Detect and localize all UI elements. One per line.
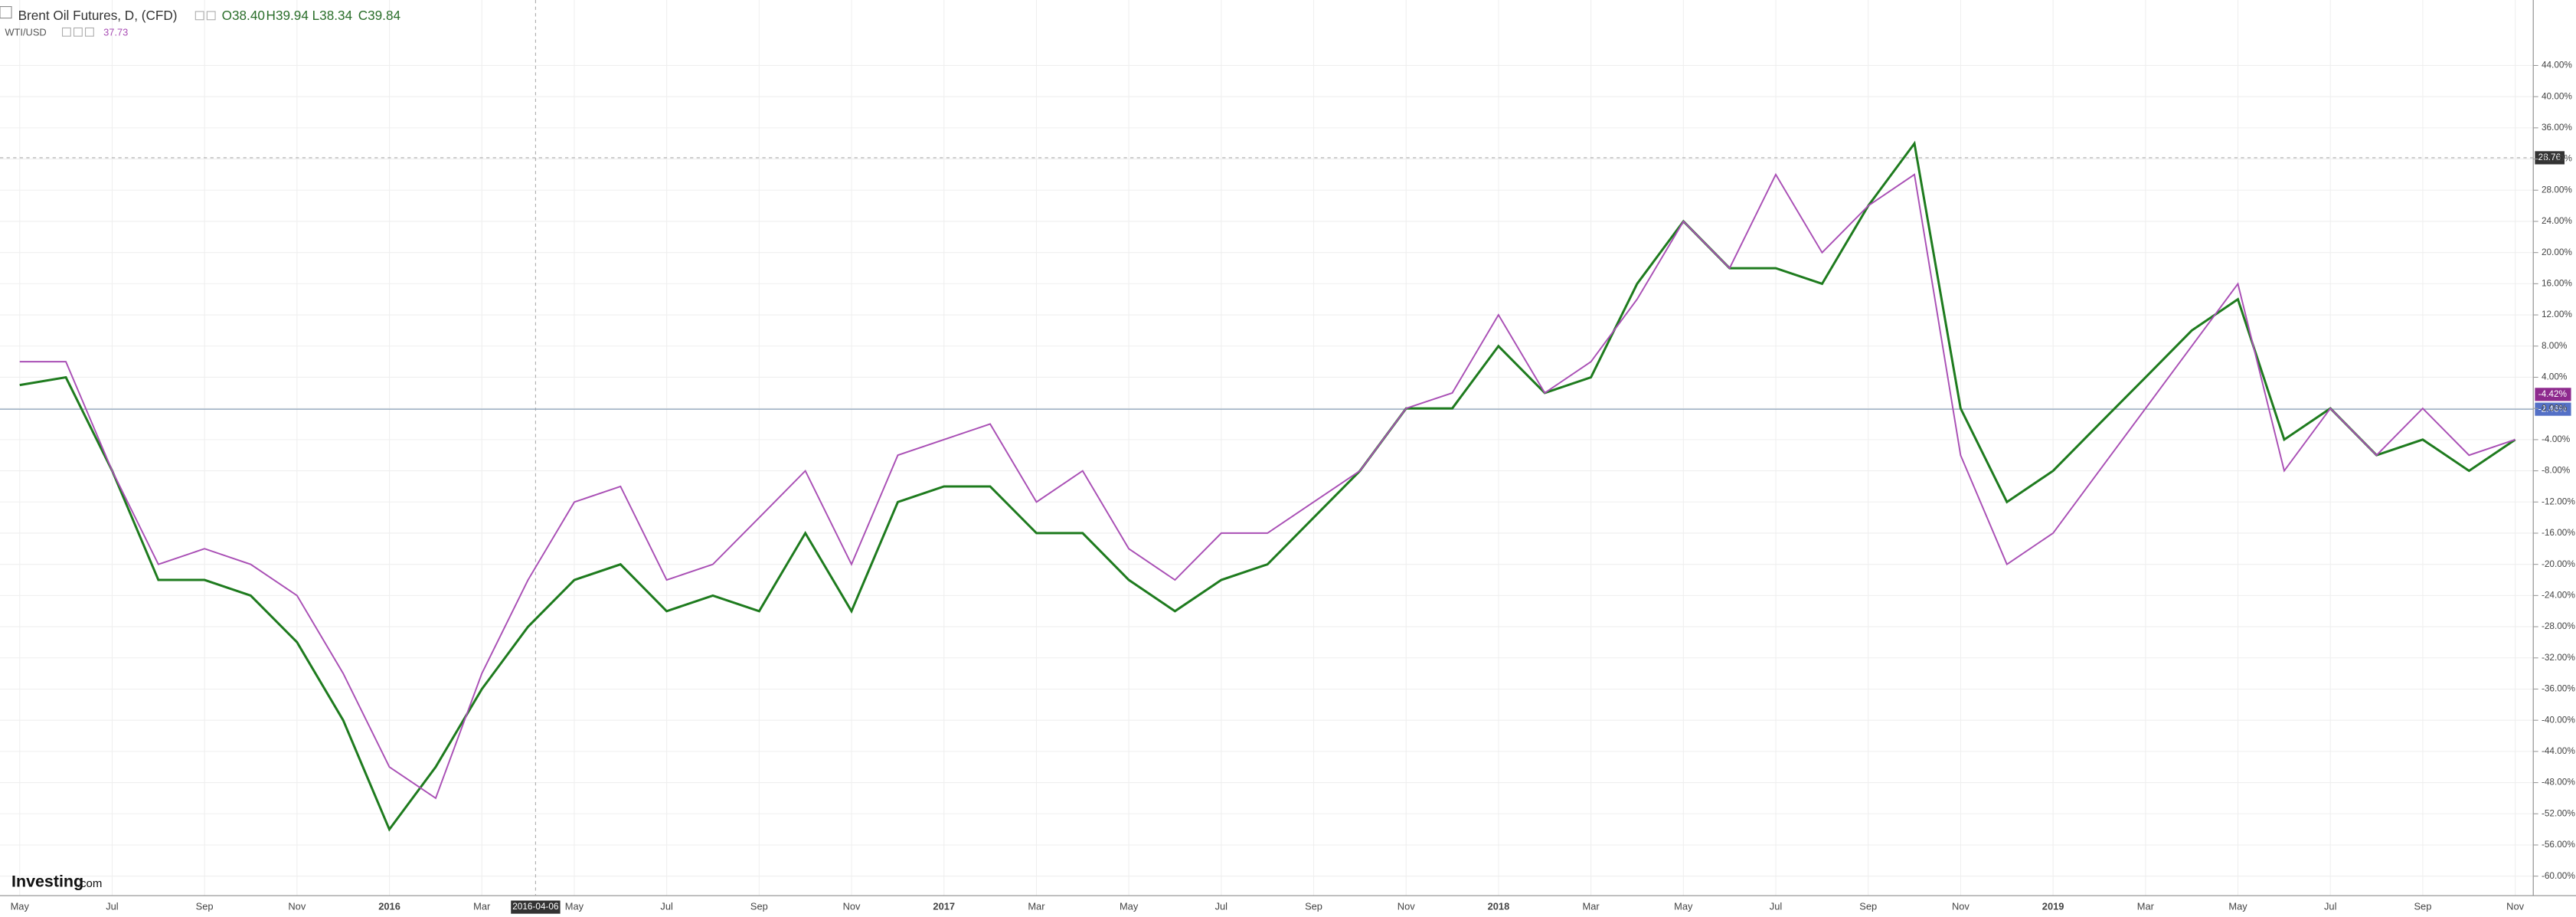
x-tick-label: Nov xyxy=(1952,901,1970,912)
y-tick-label: 36.00% xyxy=(2542,123,2572,133)
y-tick-label: -44.00% xyxy=(2542,746,2575,756)
x-tick-label: Mar xyxy=(1583,901,1600,912)
compare-label: WTI/USD xyxy=(5,26,46,38)
x-tick-label: Nov xyxy=(2506,901,2524,912)
y-tick-label: 16.00% xyxy=(2542,278,2572,288)
series-line xyxy=(19,172,2516,800)
plot xyxy=(19,140,2516,832)
y-tick-label: -28.00% xyxy=(2542,621,2575,631)
y-tick-label: -48.00% xyxy=(2542,778,2575,788)
price-tag xyxy=(2535,388,2571,401)
settings-icon[interactable] xyxy=(195,11,204,21)
y-tick-label: -8.00% xyxy=(2542,466,2571,476)
ohlc-low: L38.34 xyxy=(312,8,353,23)
x-tick-label: Mar xyxy=(1028,901,1045,912)
price-tag xyxy=(2535,402,2571,416)
logo: Investing xyxy=(11,873,83,891)
x-tick-label: May xyxy=(11,901,30,912)
compare-value: 37.73 xyxy=(103,26,128,38)
y-tick-label: -4.00% xyxy=(2542,434,2571,444)
x-tick-label: Jul xyxy=(1215,901,1228,912)
y-tick-label: 32.00% xyxy=(2542,154,2572,164)
y-tick-label: 8.00% xyxy=(2542,341,2568,351)
date-tag xyxy=(511,900,561,914)
grid xyxy=(0,0,2534,896)
collapse-icon[interactable] xyxy=(0,6,12,19)
y-tick-label: 0.00% xyxy=(2542,403,2568,413)
series-line xyxy=(19,140,2516,832)
x-tick-label: Sep xyxy=(750,901,768,912)
price-tag-text: -2.46% xyxy=(2538,404,2568,414)
ohlc-high: H39.94 xyxy=(266,8,309,23)
x-tick-label: Jul xyxy=(2324,901,2336,912)
date-tag-text: 2016-04-06 xyxy=(512,902,559,912)
compare-icon[interactable] xyxy=(85,27,94,37)
y-tick-label: -60.00% xyxy=(2542,871,2575,881)
chart-title: Brent Oil Futures, D, (CFD) xyxy=(18,8,178,23)
y-tick-label: 44.00% xyxy=(2542,61,2572,70)
x-tick-label: Mar xyxy=(2137,901,2155,912)
x-tick-label: Sep xyxy=(196,901,214,912)
price-tag xyxy=(2535,151,2565,165)
logo-suffix: .com xyxy=(77,877,103,890)
y-tick-label: -20.00% xyxy=(2542,559,2575,569)
y-tick-label: 28.00% xyxy=(2542,185,2572,195)
x-tick-label: Mar xyxy=(473,901,491,912)
x-tick-label: Sep xyxy=(2414,901,2431,912)
x-tick-label: 2018 xyxy=(1488,901,1510,912)
y-tick-label: -12.00% xyxy=(2542,496,2575,506)
x-tick-label: May xyxy=(1120,901,1139,912)
ohlc-open: O38.40 xyxy=(222,8,265,23)
x-tick-label: 2016 xyxy=(378,901,400,912)
x-tick-label: Sep xyxy=(1859,901,1877,912)
price-tag-text: 28.76 xyxy=(2538,152,2561,162)
ohlc-close: C39.84 xyxy=(358,8,401,23)
y-tick-label: 40.00% xyxy=(2542,91,2572,101)
x-tick-label: 2019 xyxy=(2042,901,2064,912)
y-tick-label: 24.00% xyxy=(2542,216,2572,226)
x-tick-label: Nov xyxy=(1398,901,1415,912)
x-tick-label: Sep xyxy=(1305,901,1322,912)
close-icon[interactable] xyxy=(206,11,216,21)
x-tick-label: May xyxy=(565,901,584,912)
x-tick-label: May xyxy=(2228,901,2247,912)
y-tick-label: 12.00% xyxy=(2542,309,2572,319)
y-tick-label: -16.00% xyxy=(2542,528,2575,538)
x-tick-label: Jul xyxy=(106,901,118,912)
y-tick-label: -24.00% xyxy=(2542,590,2575,600)
y-tick-label: -40.00% xyxy=(2542,715,2575,725)
y-tick-label: 4.00% xyxy=(2542,372,2568,382)
y-tick-label: -52.00% xyxy=(2542,808,2575,818)
y-tick-label: -36.00% xyxy=(2542,684,2575,694)
y-tick-label: 20.00% xyxy=(2542,247,2572,257)
x-tick-label: Nov xyxy=(288,901,306,912)
x-tick-label: Jul xyxy=(1770,901,1782,912)
compare-icon[interactable] xyxy=(74,27,83,37)
x-tick-label: 2017 xyxy=(933,901,955,912)
compare-icon[interactable] xyxy=(61,27,71,37)
x-tick-label: May xyxy=(1674,901,1693,912)
y-tick-label: -56.00% xyxy=(2542,840,2575,850)
y-tick-label: -32.00% xyxy=(2542,653,2575,663)
x-tick-label: Nov xyxy=(843,901,861,912)
price-tag-text: -4.42% xyxy=(2538,389,2568,399)
x-tick-label: Jul xyxy=(660,901,672,912)
